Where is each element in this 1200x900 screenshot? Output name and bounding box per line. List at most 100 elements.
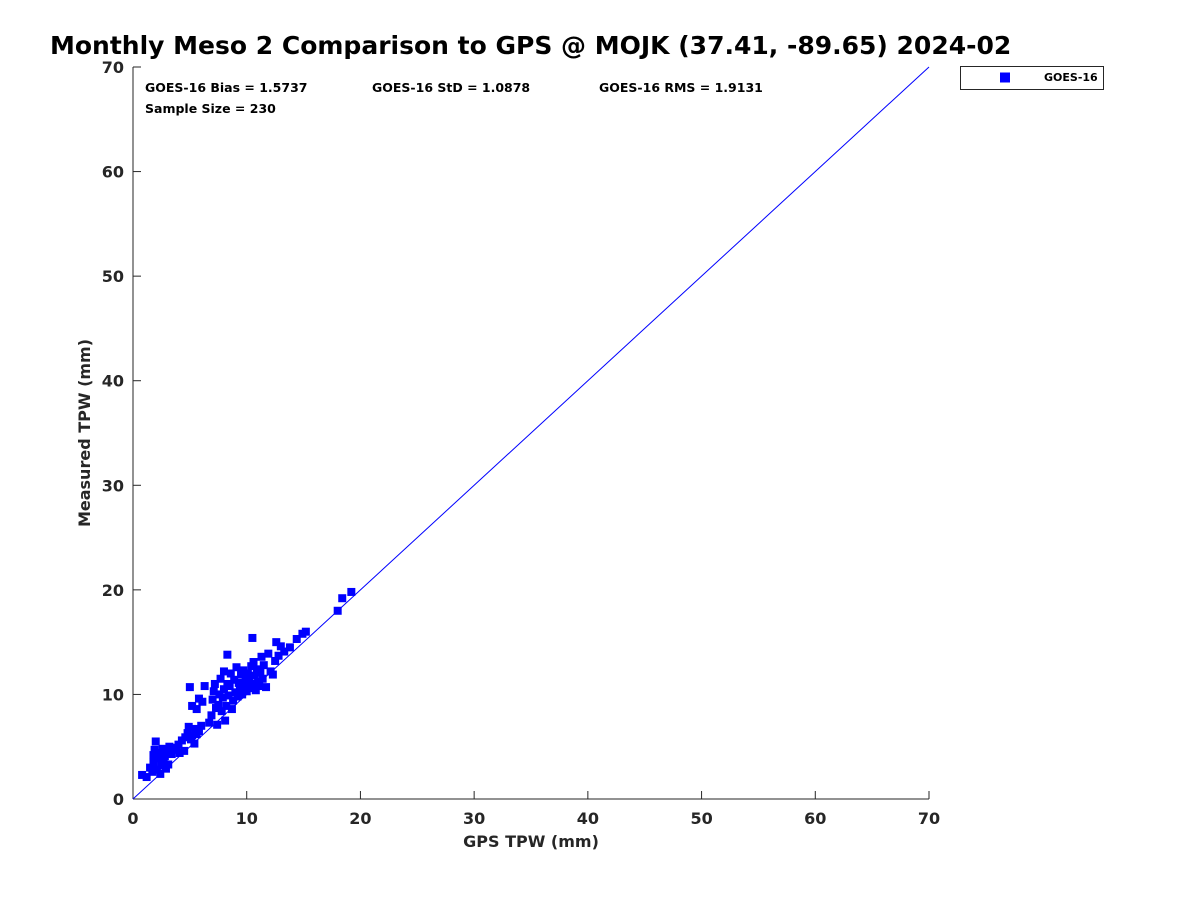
data-point <box>257 652 266 661</box>
data-point <box>259 661 268 670</box>
data-point <box>292 635 301 644</box>
data-point <box>234 678 243 687</box>
data-point <box>194 727 203 736</box>
legend-box <box>960 66 1104 90</box>
data-point <box>225 682 234 691</box>
data-point <box>158 744 167 753</box>
legend: GOES-16 <box>960 66 1104 90</box>
data-point <box>138 770 147 779</box>
data-point <box>229 696 238 705</box>
stat-std: GOES-16 StD = 1.0878 <box>372 80 530 95</box>
data-point <box>210 679 219 688</box>
data-point <box>188 701 197 710</box>
y-tick-label: 70 <box>102 58 124 77</box>
y-tick-label: 10 <box>102 685 124 704</box>
data-point <box>184 722 193 731</box>
data-point <box>186 735 195 744</box>
data-point <box>165 742 174 751</box>
data-point <box>183 729 192 738</box>
data-point <box>347 587 356 596</box>
data-point <box>149 751 158 760</box>
data-point <box>223 650 232 659</box>
data-point <box>264 649 273 658</box>
data-point <box>197 721 206 730</box>
data-point <box>151 737 160 746</box>
data-point <box>188 731 197 740</box>
data-point <box>190 739 199 748</box>
data-point <box>254 677 263 686</box>
y-tick-label: 20 <box>102 581 124 600</box>
x-tick-label: 40 <box>577 809 599 828</box>
data-point <box>221 716 230 725</box>
data-point <box>246 684 255 693</box>
data-point <box>248 679 257 688</box>
stat-bias: GOES-16 Bias = 1.5737 <box>145 80 307 95</box>
data-point <box>224 691 233 700</box>
data-point <box>248 633 257 642</box>
data-point <box>301 627 310 636</box>
data-point <box>175 748 184 757</box>
stat-rms: GOES-16 RMS = 1.9131 <box>599 80 763 95</box>
data-point <box>218 693 227 702</box>
x-tick-label: 70 <box>918 809 940 828</box>
x-axis-label: GPS TPW (mm) <box>463 832 599 851</box>
data-point <box>239 666 248 675</box>
y-tick-label: 60 <box>102 163 124 182</box>
data-point <box>154 754 163 763</box>
x-tick-label: 20 <box>349 809 371 828</box>
x-tick-label: 50 <box>690 809 712 828</box>
data-point <box>181 733 190 742</box>
data-point <box>272 638 281 647</box>
data-point <box>250 671 259 680</box>
data-point <box>156 769 165 778</box>
stats-annotations: GOES-16 Bias = 1.5737 GOES-16 StD = 1.08… <box>145 80 763 116</box>
data-point <box>216 674 225 683</box>
y-tick-label: 0 <box>113 790 124 809</box>
data-point <box>159 757 168 766</box>
data-point <box>167 750 176 759</box>
data-point <box>219 667 228 676</box>
data-point <box>249 658 258 667</box>
data-point <box>155 748 164 757</box>
data-point <box>333 606 342 615</box>
data-point <box>217 707 226 716</box>
data-point <box>180 746 189 755</box>
x-tick-label: 10 <box>236 809 258 828</box>
data-point <box>268 670 277 679</box>
legend-marker-square <box>1000 72 1010 83</box>
data-point <box>213 720 222 729</box>
y-tick-label: 40 <box>102 372 124 391</box>
data-point <box>198 697 207 706</box>
data-point <box>200 682 209 691</box>
data-point <box>161 764 170 773</box>
data-point <box>230 675 239 684</box>
x-tick-label: 0 <box>127 809 138 828</box>
chart-title: Monthly Meso 2 Comparison to GPS @ MOJK … <box>50 31 1011 60</box>
data-point <box>247 662 256 671</box>
data-point <box>237 670 246 679</box>
data-point <box>274 651 283 660</box>
data-point <box>235 685 244 694</box>
data-point <box>157 761 166 770</box>
data-point <box>276 642 285 651</box>
data-point <box>231 688 240 697</box>
data-point <box>227 705 236 714</box>
data-point <box>164 760 173 769</box>
y-tick-label: 50 <box>102 267 124 286</box>
x-tick-label: 60 <box>804 809 826 828</box>
x-tick-label: 30 <box>463 809 485 828</box>
data-point <box>232 663 241 672</box>
data-point <box>262 683 271 692</box>
data-point <box>271 656 280 665</box>
data-point <box>255 682 264 691</box>
legend-entry-label: GOES-16 <box>1044 71 1098 84</box>
stat-sample-size: Sample Size = 230 <box>145 101 276 116</box>
data-point <box>251 686 260 695</box>
data-point <box>208 695 217 704</box>
data-point <box>160 752 169 761</box>
data-point <box>148 767 157 776</box>
data-point <box>214 700 223 709</box>
data-point <box>163 746 172 755</box>
data-point <box>152 765 161 774</box>
